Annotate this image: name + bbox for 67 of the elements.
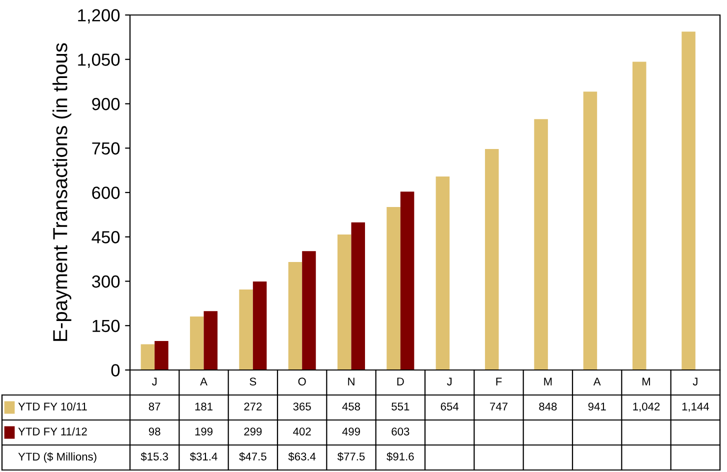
data-label: 272 bbox=[244, 402, 262, 410]
data-label: 848 bbox=[539, 402, 557, 410]
bar bbox=[204, 311, 218, 370]
data-label: 98 bbox=[148, 428, 160, 436]
data-label: 181 bbox=[195, 402, 212, 410]
y-tick-label: 600 bbox=[92, 186, 120, 199]
y-tick-label: 1,200 bbox=[78, 9, 120, 24]
bar bbox=[351, 222, 366, 370]
legend-label: YTD FY 11/12 bbox=[18, 427, 87, 436]
x-tick-label: J bbox=[152, 378, 157, 386]
data-label: 654 bbox=[440, 402, 459, 410]
bar bbox=[484, 149, 499, 370]
bar bbox=[239, 290, 253, 370]
data-label: 87 bbox=[148, 402, 160, 410]
bar bbox=[534, 119, 548, 370]
x-tick-label: M bbox=[544, 378, 552, 386]
data-label: 499 bbox=[342, 428, 360, 436]
data-label: 402 bbox=[293, 428, 311, 436]
x-tick-label: D bbox=[397, 378, 404, 386]
bar bbox=[302, 251, 316, 370]
data-label: 199 bbox=[195, 428, 212, 436]
y-tick-label: 0 bbox=[111, 364, 120, 376]
x-tick-label: A bbox=[200, 378, 208, 386]
x-tick-label: A bbox=[593, 378, 601, 386]
y-tick-label: 900 bbox=[92, 98, 120, 110]
data-label: 458 bbox=[342, 402, 360, 410]
text: $63.4 bbox=[288, 452, 316, 462]
bar bbox=[288, 262, 302, 370]
y-tick-label: 300 bbox=[92, 275, 120, 288]
x-tick-label: M bbox=[642, 378, 650, 386]
bar bbox=[386, 206, 400, 370]
text: $91.6 bbox=[386, 452, 414, 462]
y-axis-title: E-payment Transactions (in thous bbox=[52, 43, 72, 341]
data-label: 603 bbox=[392, 428, 410, 436]
y-tick-label: 150 bbox=[92, 320, 120, 332]
y-tick-label: 750 bbox=[92, 142, 120, 155]
x-tick-label: N bbox=[348, 378, 354, 386]
text: $31.4 bbox=[190, 452, 218, 462]
bar bbox=[190, 316, 204, 370]
bar bbox=[583, 92, 598, 370]
data-label: 1,144 bbox=[682, 402, 709, 412]
legend-label: YTD FY 10/11 bbox=[18, 402, 87, 410]
y-tick-label: 1,050 bbox=[78, 54, 120, 68]
data-label: 299 bbox=[244, 428, 262, 436]
text: $15.3 bbox=[140, 452, 168, 462]
bar bbox=[252, 282, 267, 370]
bar bbox=[337, 234, 352, 370]
text: $47.5 bbox=[239, 452, 266, 462]
text: $77.5 bbox=[337, 452, 365, 462]
bar bbox=[682, 32, 696, 370]
data-label: 747 bbox=[490, 402, 508, 410]
data-label: 941 bbox=[588, 402, 606, 410]
x-tick-label: F bbox=[496, 378, 502, 386]
bar bbox=[400, 192, 414, 370]
bar bbox=[436, 176, 450, 370]
data-label: 1,042 bbox=[633, 402, 660, 412]
x-tick-label: J bbox=[692, 378, 698, 386]
x-tick-label: S bbox=[250, 378, 256, 386]
x-tick-label: J bbox=[446, 378, 452, 386]
data-label: 365 bbox=[293, 402, 311, 410]
y-tick-label: 450 bbox=[92, 231, 120, 244]
text: YTD ($ Millions) bbox=[18, 452, 96, 463]
x-tick-label: O bbox=[298, 378, 306, 386]
data-label: 551 bbox=[392, 402, 410, 410]
bar bbox=[632, 62, 646, 370]
bar bbox=[154, 341, 168, 370]
bar bbox=[140, 344, 155, 370]
